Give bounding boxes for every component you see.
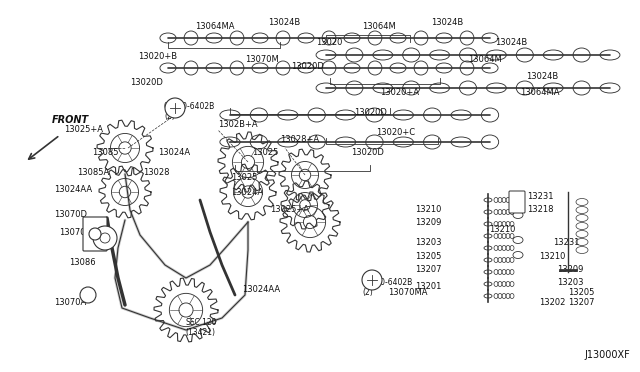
Text: 13024AA: 13024AA	[54, 185, 92, 194]
Text: 08120-6402B
(2): 08120-6402B (2)	[362, 278, 413, 297]
Text: 13070M: 13070M	[245, 55, 279, 64]
Text: 13207: 13207	[415, 265, 442, 274]
Text: 13020+A: 13020+A	[380, 88, 419, 97]
Text: 13028: 13028	[143, 168, 170, 177]
Text: 13064M: 13064M	[362, 22, 396, 31]
Text: 13210: 13210	[539, 252, 565, 261]
Text: 13064MA: 13064MA	[520, 88, 559, 97]
Text: 13025+A: 13025+A	[64, 125, 103, 134]
Text: 13025: 13025	[231, 173, 257, 182]
Text: 13070A: 13070A	[54, 298, 86, 307]
Text: 13086: 13086	[69, 258, 95, 267]
Text: 13024A: 13024A	[231, 188, 263, 197]
Text: 13020+B: 13020+B	[138, 52, 177, 61]
Text: 13025: 13025	[252, 148, 278, 157]
Text: 13207: 13207	[568, 298, 595, 307]
Text: 13024B: 13024B	[495, 38, 527, 47]
Text: 13020+C: 13020+C	[376, 128, 415, 137]
Text: 13209: 13209	[557, 265, 584, 274]
Text: 13020D: 13020D	[130, 78, 163, 87]
Text: 1302B+A: 1302B+A	[218, 120, 258, 129]
Text: 13209: 13209	[415, 218, 442, 227]
Text: 13202: 13202	[539, 298, 565, 307]
Text: SEC.120
(13421): SEC.120 (13421)	[185, 318, 216, 337]
Text: 13024A: 13024A	[158, 148, 190, 157]
Text: 13203: 13203	[557, 278, 584, 287]
Text: 13064M: 13064M	[468, 55, 502, 64]
Text: 13020D: 13020D	[354, 108, 387, 117]
Text: 13064MA: 13064MA	[195, 22, 234, 31]
Text: 13210: 13210	[415, 205, 442, 214]
Text: 13024B: 13024B	[526, 72, 558, 81]
Text: 13028+A: 13028+A	[280, 135, 319, 144]
Text: 13085A: 13085A	[77, 168, 109, 177]
Text: 13085: 13085	[92, 148, 118, 157]
Text: 13203: 13203	[415, 238, 442, 247]
Circle shape	[80, 287, 96, 303]
Text: 13024AA: 13024AA	[242, 285, 280, 294]
Circle shape	[165, 98, 185, 118]
Text: FRONT: FRONT	[52, 115, 89, 125]
FancyBboxPatch shape	[509, 191, 525, 213]
Circle shape	[93, 226, 117, 250]
Text: 13070MA: 13070MA	[388, 288, 428, 297]
Text: 13231: 13231	[553, 238, 579, 247]
Text: 13024B: 13024B	[268, 18, 300, 27]
Circle shape	[362, 270, 382, 290]
Text: 13201: 13201	[415, 282, 442, 291]
Text: 08120-6402B
(2): 08120-6402B (2)	[164, 102, 215, 121]
Text: 13020: 13020	[316, 38, 342, 47]
Text: 13020D: 13020D	[291, 62, 324, 71]
FancyBboxPatch shape	[83, 217, 107, 251]
Circle shape	[100, 233, 110, 243]
Text: 13070D: 13070D	[54, 210, 87, 219]
Text: 13205: 13205	[415, 252, 442, 261]
Text: 13231: 13231	[527, 192, 554, 201]
Text: 13024B: 13024B	[431, 18, 463, 27]
Text: J13000XF: J13000XF	[584, 350, 630, 360]
Text: 13210: 13210	[489, 225, 515, 234]
Circle shape	[89, 228, 101, 240]
Text: 13205: 13205	[568, 288, 595, 297]
Text: 13025+A: 13025+A	[270, 205, 309, 214]
Text: 13070C: 13070C	[59, 228, 92, 237]
Text: 13020D: 13020D	[351, 148, 384, 157]
Text: 13218: 13218	[527, 205, 554, 214]
